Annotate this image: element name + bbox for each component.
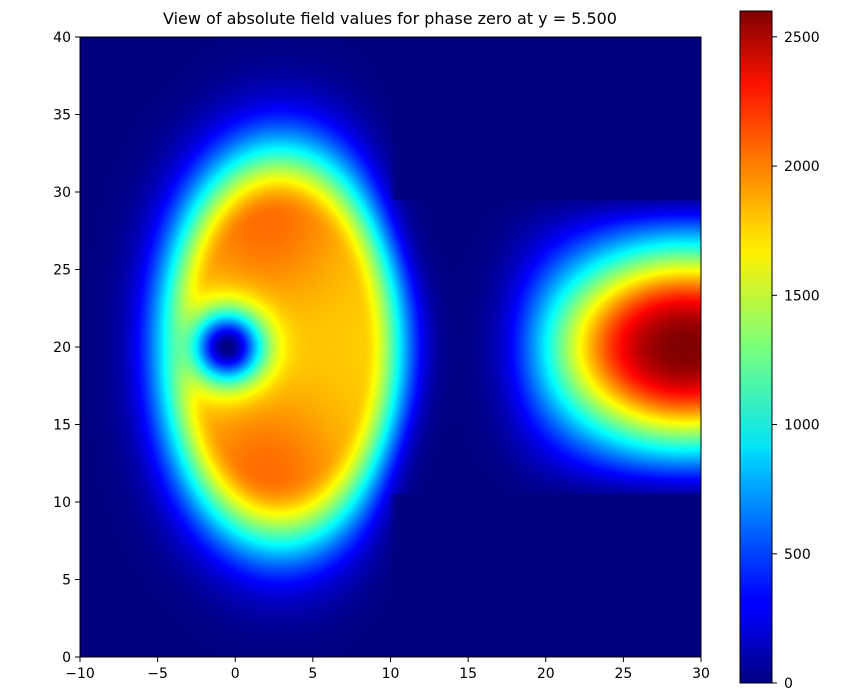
- colorbar-tick-label: 500: [784, 547, 811, 563]
- x-tick-label: −5: [147, 666, 168, 682]
- x-tick-label: 0: [231, 666, 240, 682]
- x-tick-label: 10: [382, 666, 400, 682]
- y-tick-label: 15: [53, 418, 71, 434]
- colorbar: 0 500 1000 1500 2000 2500: [739, 10, 820, 692]
- colorbar-frame: [739, 10, 773, 684]
- x-tick-label: 5: [308, 666, 317, 682]
- y-tick-label: 0: [62, 650, 71, 666]
- colorbar-gradient: [740, 11, 772, 683]
- x-tick-label: 25: [614, 666, 632, 682]
- y-tick-label: 20: [53, 340, 71, 356]
- x-tick-label: 20: [537, 666, 555, 682]
- y-tick-label: 25: [53, 263, 71, 279]
- y-tick-label: 30: [53, 185, 71, 201]
- heatmap-image: [80, 37, 701, 657]
- colorbar-tick-label: 0: [784, 676, 793, 692]
- colorbar-tick-label: 1500: [784, 288, 820, 304]
- y-axis: 0 5 10 15 20 25 30 35 40: [53, 30, 80, 666]
- x-tick-label: −10: [65, 666, 95, 682]
- y-tick-label: 10: [53, 495, 71, 511]
- y-tick-label: 5: [62, 573, 71, 589]
- chart-title: View of absolute field values for phase …: [163, 9, 617, 28]
- colorbar-ticks: 0 500 1000 1500 2000 2500: [772, 30, 820, 692]
- heatmap-area: [80, 37, 701, 657]
- x-tick-label: 15: [459, 666, 477, 682]
- y-tick-label: 35: [53, 108, 71, 124]
- x-axis: −10 −5 0 5 10 15 20 25 30: [65, 657, 710, 682]
- colorbar-tick-label: 1000: [784, 418, 820, 434]
- x-tick-label: 30: [692, 666, 710, 682]
- y-tick-label: 40: [53, 30, 71, 46]
- colorbar-tick-label: 2000: [784, 159, 820, 175]
- colorbar-tick-label: 2500: [784, 30, 820, 46]
